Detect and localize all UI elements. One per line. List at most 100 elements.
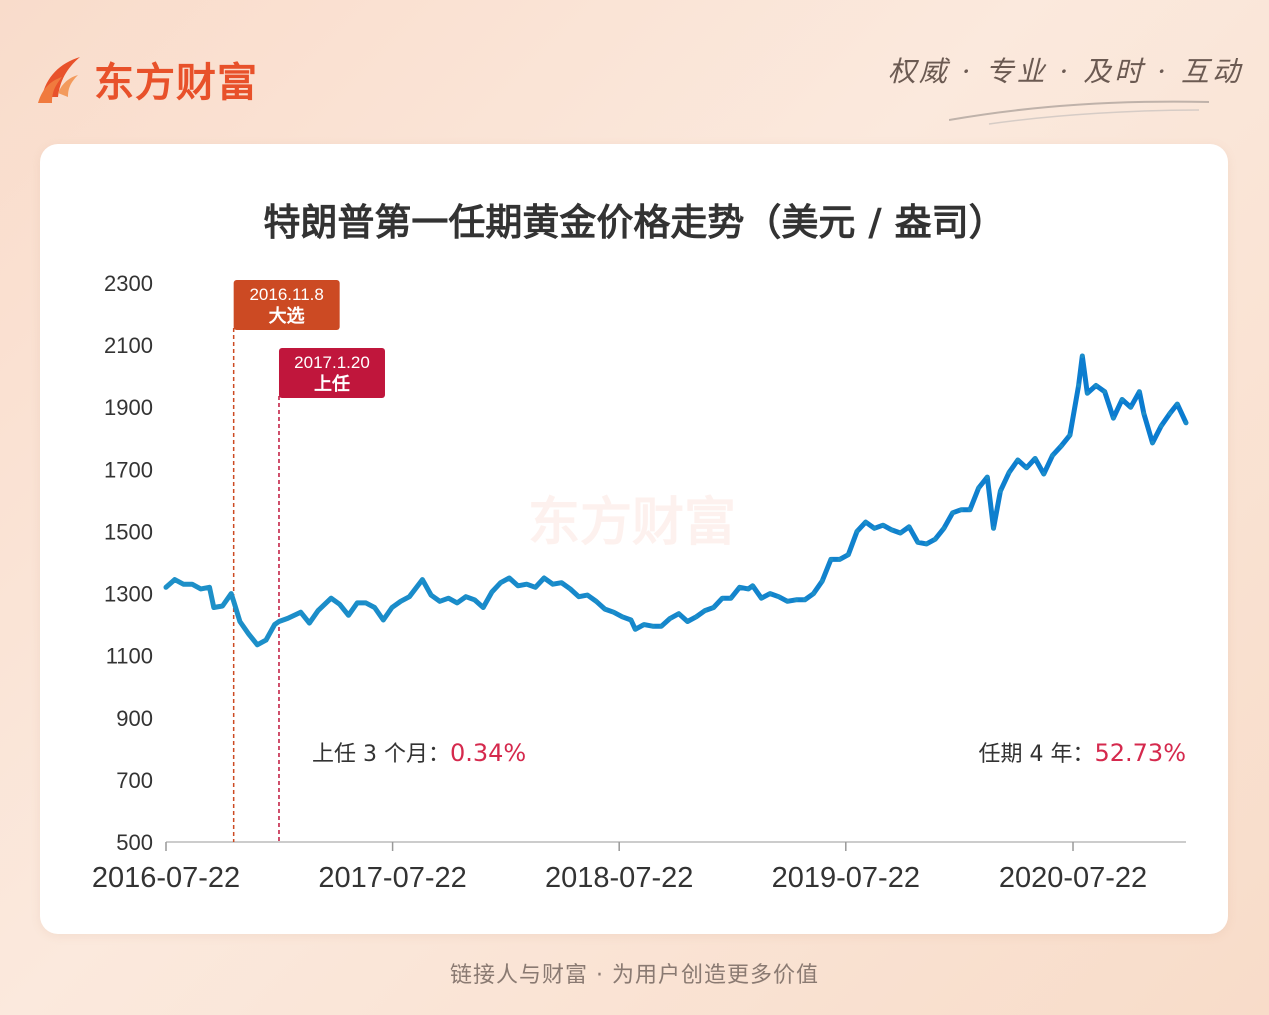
x-tick-label: 2020-07-22 — [999, 862, 1147, 894]
data-point — [985, 474, 990, 480]
data-point — [420, 577, 425, 582]
data-point — [1059, 443, 1064, 449]
data-point — [550, 582, 555, 587]
y-tick-label: 500 — [116, 830, 153, 855]
data-point — [298, 609, 303, 615]
data-point — [181, 582, 186, 587]
data-point — [198, 586, 203, 592]
data-point — [1067, 432, 1073, 438]
data-point — [541, 575, 547, 581]
data-point — [481, 605, 486, 610]
flame-icon — [38, 57, 80, 103]
data-point — [463, 594, 469, 599]
data-point — [163, 585, 169, 590]
data-point — [776, 594, 781, 599]
data-point — [702, 608, 708, 613]
chart-card — [40, 144, 1228, 934]
data-point — [1050, 453, 1055, 458]
data-point — [407, 594, 412, 599]
data-point — [398, 599, 403, 604]
data-point — [172, 577, 177, 582]
data-point — [846, 552, 851, 557]
data-point — [1183, 420, 1189, 425]
event-date-label: 2016.11.8 — [249, 285, 323, 304]
data-point — [811, 591, 816, 596]
annotation-text: 任期 4 年：52.73% — [979, 739, 1187, 767]
y-tick-label: 1300 — [104, 582, 153, 607]
data-point — [189, 582, 195, 587]
data-point — [1102, 389, 1107, 394]
data-point — [246, 631, 251, 637]
data-point — [355, 600, 360, 606]
data-point — [576, 594, 582, 599]
annotation-value: 52.73% — [1094, 739, 1186, 767]
y-tick-label: 2100 — [104, 333, 153, 358]
data-point — [1167, 411, 1173, 416]
data-point — [676, 611, 681, 616]
brand-name: 东方财富 — [94, 60, 258, 106]
data-point — [633, 627, 638, 632]
data-point — [785, 599, 790, 604]
data-point — [363, 600, 369, 606]
annotations: 上任 3 个月：0.34% 任期 4 年：52.73% — [312, 739, 1186, 767]
event-label-box — [278, 348, 385, 398]
y-tick-label: 1900 — [104, 395, 153, 420]
x-tick-label: 2017-07-22 — [318, 862, 466, 894]
data-point — [924, 541, 929, 547]
brand-logo: 东方财富 — [36, 50, 258, 108]
series-points — [163, 353, 1189, 647]
data-point — [991, 526, 996, 531]
data-point — [693, 614, 699, 620]
data-point — [1032, 456, 1038, 461]
data-point — [231, 599, 236, 604]
data-point — [515, 583, 521, 588]
data-point — [759, 596, 764, 601]
data-point — [207, 585, 212, 590]
annotation-value: 0.34% — [450, 739, 526, 767]
data-point — [272, 622, 277, 627]
data-point — [737, 585, 742, 590]
data-point — [1076, 383, 1081, 388]
data-point — [285, 616, 290, 621]
data-point — [767, 591, 773, 596]
data-point — [1158, 423, 1164, 429]
data-point — [880, 523, 886, 528]
data-point — [1111, 415, 1116, 421]
y-tick-label: 700 — [116, 768, 153, 793]
annotation-text: 上任 3 个月：0.34% — [312, 739, 526, 767]
chart-title: 特朗普第一任期黄金价格走势（美元 / 盎司） — [263, 201, 1006, 244]
data-point — [659, 623, 664, 629]
brand-slogan: 权威 · 专业 · 及时 · 互动 — [887, 55, 1243, 88]
data-point — [820, 578, 825, 584]
y-axis: 500 700 900 1100 1300 1500 1700 1900 2100 2300 — [104, 271, 153, 855]
data-point — [1041, 471, 1047, 477]
data-point — [533, 585, 538, 590]
data-point — [1015, 457, 1020, 463]
data-point — [389, 605, 395, 610]
data-point — [346, 613, 351, 618]
data-point — [641, 622, 647, 627]
data-point — [650, 623, 655, 629]
y-tick-label: 1700 — [104, 457, 153, 482]
data-point — [967, 507, 973, 512]
data-point — [602, 606, 608, 612]
data-point — [628, 617, 634, 623]
data-point — [428, 592, 434, 598]
data-point — [906, 524, 912, 529]
data-point — [228, 591, 234, 596]
annotation-label: 任期 4 年： — [979, 742, 1095, 767]
data-point — [889, 527, 894, 533]
data-point — [276, 619, 282, 624]
data-point — [828, 557, 834, 562]
data-point — [237, 619, 243, 624]
data-point — [1093, 383, 1099, 388]
data-point — [211, 605, 217, 610]
data-point — [524, 582, 529, 587]
data-point — [976, 485, 981, 491]
y-tick-label: 900 — [116, 706, 153, 731]
data-point — [720, 596, 725, 601]
data-point — [950, 510, 955, 516]
slogan-swoosh — [949, 100, 1209, 125]
